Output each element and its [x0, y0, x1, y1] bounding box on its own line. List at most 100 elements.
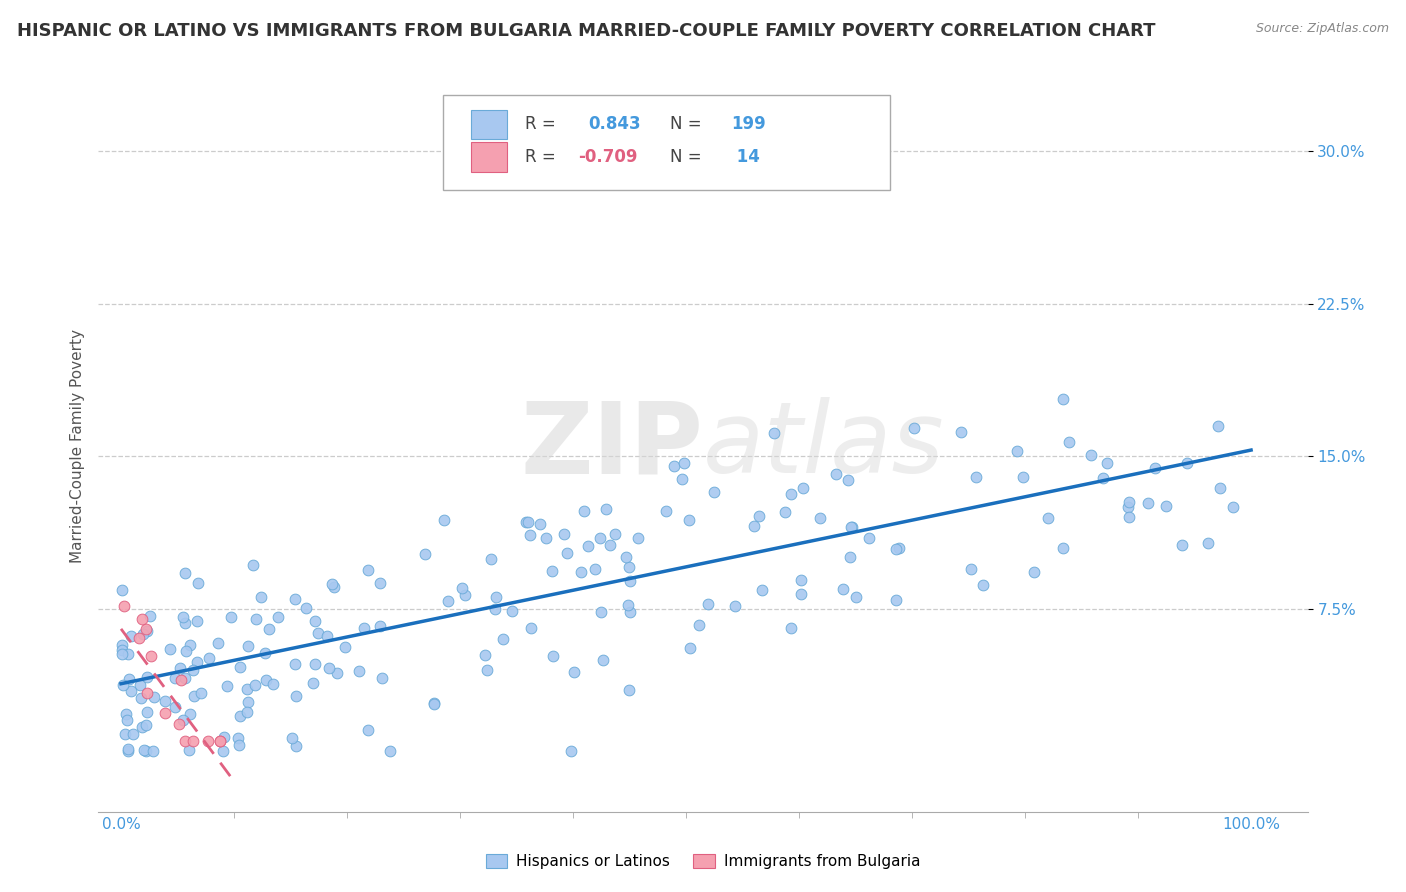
Point: [413, 547, 436, 561]
Point: [1175, 456, 1198, 470]
Point: [1143, 461, 1166, 475]
Point: [284, 591, 307, 606]
Point: [751, 582, 773, 597]
Point: [773, 505, 796, 519]
Point: [688, 618, 710, 632]
Point: [884, 541, 907, 556]
Point: [238, 639, 260, 653]
Point: [1052, 541, 1074, 555]
Point: [136, 624, 159, 639]
Point: [1116, 500, 1139, 514]
Point: [595, 502, 617, 516]
Point: [454, 588, 477, 602]
Point: [541, 648, 564, 663]
Point: [553, 527, 575, 541]
Point: [529, 516, 551, 531]
Point: [209, 733, 232, 747]
Point: [1171, 538, 1194, 552]
Point: [423, 696, 446, 710]
Text: R =: R =: [526, 148, 561, 166]
Point: [1005, 443, 1028, 458]
Point: [242, 558, 264, 573]
Point: [841, 520, 863, 534]
Point: [323, 580, 346, 594]
FancyBboxPatch shape: [471, 143, 508, 171]
Point: [117, 741, 139, 756]
Point: [678, 512, 700, 526]
Point: [371, 671, 394, 685]
Point: [555, 546, 578, 560]
Point: [614, 550, 637, 565]
Text: N =: N =: [671, 148, 707, 166]
Point: [136, 670, 159, 684]
Point: [903, 421, 925, 435]
Point: [959, 562, 981, 576]
Point: [284, 657, 307, 671]
Point: [294, 600, 316, 615]
Point: [664, 458, 686, 473]
Point: [1154, 499, 1177, 513]
Point: [111, 647, 134, 661]
Point: [128, 631, 150, 645]
Point: [451, 582, 474, 596]
Point: [744, 519, 766, 533]
Point: [747, 508, 769, 523]
Point: [142, 690, 165, 705]
Point: [437, 594, 460, 608]
Point: [228, 739, 250, 753]
Point: [111, 582, 134, 597]
Point: [368, 576, 391, 591]
Point: [219, 609, 242, 624]
Text: N =: N =: [671, 115, 707, 133]
Text: Source: ZipAtlas.com: Source: ZipAtlas.com: [1256, 22, 1389, 36]
Point: [591, 605, 613, 619]
Point: [159, 641, 181, 656]
Point: [155, 694, 177, 708]
Point: [762, 426, 785, 441]
Point: [111, 643, 134, 657]
Point: [250, 590, 273, 604]
Point: [889, 541, 911, 555]
Point: [169, 661, 191, 675]
Point: [129, 691, 152, 706]
Point: [118, 672, 141, 686]
Point: [285, 739, 308, 754]
Text: -0.709: -0.709: [578, 148, 638, 166]
Point: [1059, 434, 1081, 449]
Point: [347, 664, 370, 678]
Point: [135, 744, 157, 758]
Point: [302, 676, 325, 690]
Text: 14: 14: [731, 148, 759, 166]
Point: [492, 632, 515, 646]
Point: [187, 576, 209, 591]
FancyBboxPatch shape: [471, 110, 508, 139]
Point: [139, 648, 162, 663]
Text: 199: 199: [731, 115, 765, 133]
Point: [254, 673, 277, 687]
Point: [120, 683, 142, 698]
Point: [315, 629, 337, 643]
Point: [378, 744, 401, 758]
Point: [780, 621, 803, 635]
Point: [790, 574, 813, 588]
Point: [134, 743, 156, 757]
Point: [236, 705, 259, 719]
Point: [572, 504, 595, 518]
Point: [304, 614, 326, 628]
Point: [179, 638, 201, 652]
Point: [654, 504, 676, 518]
Point: [333, 640, 356, 654]
Point: [475, 663, 498, 677]
Point: [112, 599, 135, 613]
Point: [165, 671, 187, 685]
Point: [599, 538, 621, 552]
Point: [617, 560, 640, 574]
Point: [697, 597, 720, 611]
Point: [1197, 536, 1219, 550]
Point: [318, 661, 340, 675]
Point: [177, 743, 200, 757]
Point: [484, 602, 506, 616]
Point: [724, 599, 747, 613]
Point: [321, 576, 343, 591]
Point: [172, 609, 194, 624]
